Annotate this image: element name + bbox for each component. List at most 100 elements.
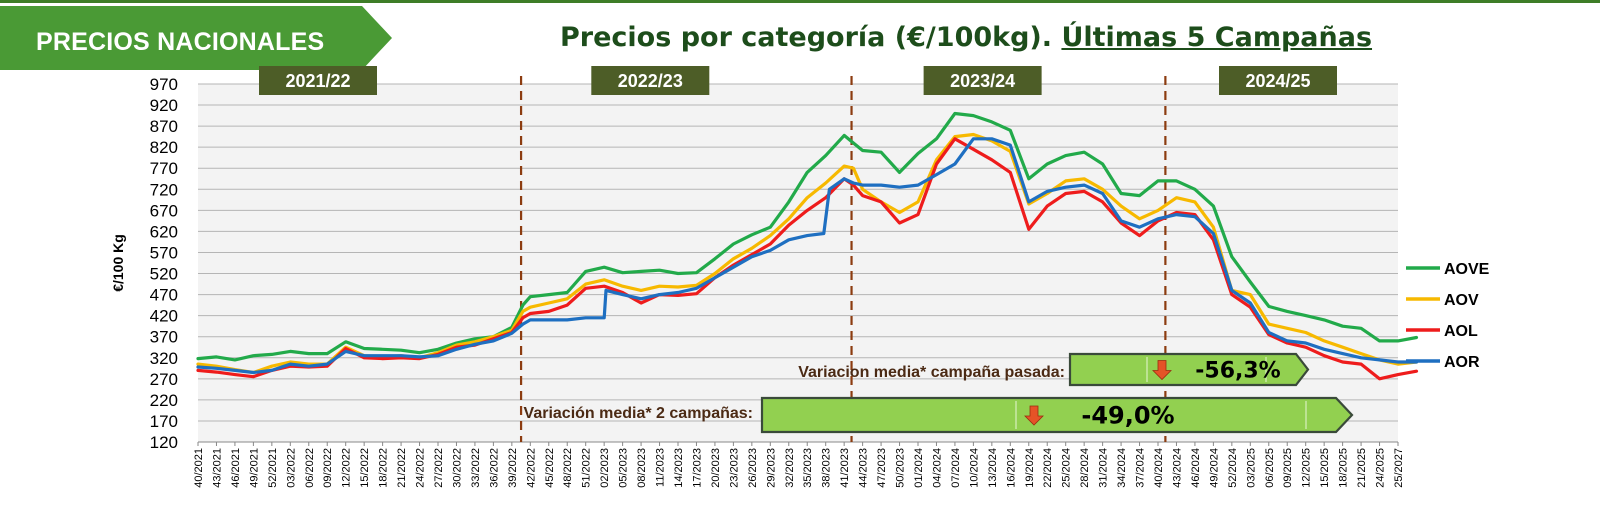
campaign-label: 2024/25 [1219, 66, 1337, 95]
x-tick-label: 45/2022 [544, 448, 556, 488]
x-tick-label: 22/2024 [1042, 448, 1054, 488]
x-tick-label: 27/2022 [433, 448, 445, 488]
y-tick-label: 120 [150, 433, 178, 452]
x-tick-label: 28/2024 [1079, 448, 1091, 488]
legend-item-aor: AOR [1406, 354, 1480, 371]
x-tick-label: 25/2024 [1061, 448, 1073, 488]
y-tick-label: 270 [150, 370, 178, 389]
campaign-label-text: 2021/22 [285, 71, 350, 91]
x-tick-label: 26/2023 [747, 448, 759, 488]
campaign-label-text: 2024/25 [1245, 71, 1310, 91]
x-tick-label: 24/2025 [1375, 448, 1387, 488]
campaign-label: 2021/22 [259, 66, 377, 95]
x-tick-label: 42/2022 [525, 448, 537, 488]
x-tick-label: 14/2023 [673, 448, 685, 488]
x-tick-label: 40/2024 [1153, 448, 1165, 488]
x-tick-label: 31/2024 [1098, 448, 1110, 488]
x-tick-label: 52/2024 [1227, 448, 1239, 488]
x-tick-label: 32/2023 [784, 448, 796, 488]
y-axis-title: €/100 Kg [110, 234, 126, 292]
y-tick-label: 470 [150, 286, 178, 305]
x-tick-label: 07/2024 [950, 448, 962, 488]
x-tick-label: 36/2022 [488, 448, 500, 488]
x-tick-label: 23/2023 [728, 448, 740, 488]
y-tick-label: 770 [150, 159, 178, 178]
y-tick-label: 320 [150, 349, 178, 368]
arrow-down-icon [1024, 405, 1044, 426]
x-tick-label: 21/2025 [1356, 448, 1368, 488]
x-tick-label: 11/2023 [655, 448, 667, 487]
x-tick-label: 49/2024 [1208, 448, 1220, 488]
y-tick-label: 220 [150, 391, 178, 410]
campaign-label-bg [923, 66, 1042, 95]
y-tick-label: 870 [150, 117, 178, 136]
x-tick-label: 06/2025 [1264, 448, 1276, 488]
legend-label: AOR [1444, 354, 1480, 371]
x-tick-label: 39/2022 [507, 448, 519, 488]
variation-value: -49,0% [1081, 402, 1174, 430]
x-tick-label: 35/2023 [802, 448, 814, 488]
banner-arrow-shape [0, 6, 392, 70]
variation-value: -56,3% [1195, 358, 1280, 383]
y-tick-label: 170 [150, 412, 178, 431]
arrow-down-icon [1152, 360, 1172, 381]
variation-label: Variacion media* campaña pasada: [798, 364, 1065, 381]
x-tick-label: 38/2023 [821, 448, 833, 488]
x-tick-label: 43/2024 [1171, 448, 1183, 488]
section-label: PRECIOS NACIONALES [36, 28, 325, 56]
x-tick-label: 43/2021 [211, 448, 223, 488]
x-tick-label: 15/2022 [359, 448, 371, 488]
x-tick-label: 09/2025 [1282, 448, 1294, 488]
x-tick-label: 49/2021 [248, 448, 260, 488]
legend-label: AOV [1444, 292, 1479, 309]
campaign-label-text: 2023/24 [950, 71, 1015, 91]
y-tick-label: 920 [150, 96, 178, 115]
title-underlined: Últimas 5 Campañas [1061, 22, 1373, 53]
x-tick-label: 18/2022 [378, 448, 390, 488]
x-tick-label: 24/2022 [415, 448, 427, 488]
variation-box: Variacion media* campaña pasada: -56,3% [798, 352, 1310, 387]
variation-label: Variación media* 2 campañas: [524, 405, 753, 422]
x-tick-label: 02/2023 [599, 448, 611, 488]
plot-area [198, 84, 1398, 442]
series-line-aor [196, 137, 1419, 375]
y-tick-label: 970 [150, 75, 178, 94]
campaign-label-text: 2022/23 [618, 71, 683, 91]
y-tick-label: 370 [150, 328, 178, 347]
x-tick-label: 46/2021 [230, 448, 242, 488]
variation-box: Variación media* 2 campañas: -49,0% [524, 396, 1354, 434]
x-tick-label: 48/2022 [562, 448, 574, 488]
y-tick-label: 570 [150, 243, 178, 262]
x-tick-label: 30/2022 [451, 448, 463, 488]
y-tick-label: 820 [150, 138, 178, 157]
y-tick-label: 520 [150, 265, 178, 284]
x-tick-label: 03/2022 [285, 448, 297, 488]
x-tick-label: 04/2024 [931, 448, 943, 488]
x-tick-label: 52/2021 [267, 448, 279, 488]
legend-label: AOVE [1444, 261, 1490, 278]
x-tick-label: 37/2024 [1135, 448, 1147, 488]
x-tick-label: 01/2024 [913, 448, 925, 488]
campaign-label-bg [1219, 66, 1337, 95]
y-tick-label: 620 [150, 222, 178, 241]
title-main: Precios por categoría (€/100kg). [560, 22, 1053, 53]
x-tick-label: 13/2024 [987, 448, 999, 488]
x-tick-label: 10/2024 [968, 448, 980, 488]
x-tick-label: 05/2023 [618, 448, 630, 488]
x-tick-label: 12/2025 [1301, 448, 1313, 488]
x-tick-label: 06/2022 [304, 448, 316, 488]
x-tick-label: 03/2025 [1245, 448, 1257, 488]
x-tick-label: 29/2023 [765, 448, 777, 488]
x-tick-label: 44/2023 [858, 448, 870, 488]
chart-title: Precios por categoría (€/100kg). Últimas… [560, 22, 1372, 53]
top-rule [0, 0, 1600, 3]
legend-label: AOL [1444, 323, 1478, 340]
x-tick-label: 46/2024 [1190, 448, 1202, 488]
section-banner: PRECIOS NACIONALES [0, 6, 400, 70]
campaign-label: 2022/23 [591, 66, 710, 95]
legend-item-aol: AOL [1406, 323, 1478, 340]
campaign-label: 2023/24 [923, 66, 1042, 95]
y-tick-label: 670 [150, 201, 178, 220]
x-tick-label: 33/2022 [470, 448, 482, 488]
